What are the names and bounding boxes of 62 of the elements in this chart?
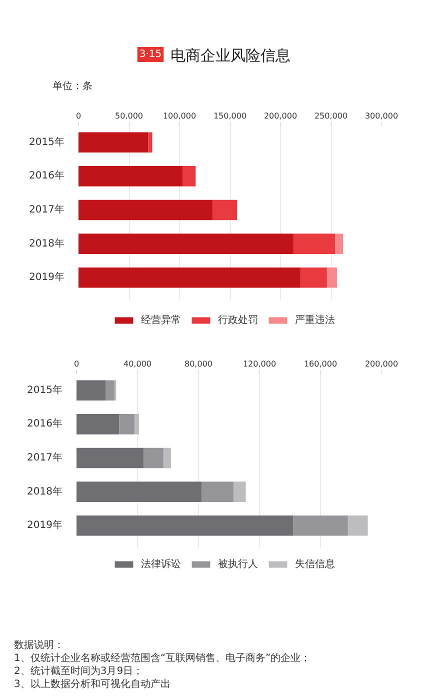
text: 1、仅统计企业名称或经营范围含“互联网销售、电子商务”的企业；: [14, 653, 311, 664]
bar: [76, 448, 144, 468]
x-tick-label: 40,000: [124, 360, 152, 368]
bar: [212, 200, 238, 220]
bar: [78, 132, 148, 153]
x-tick-label: 300,000: [364, 112, 398, 120]
bar: [134, 414, 140, 434]
bar: [326, 267, 338, 288]
x-tick-label: 160,000: [304, 360, 338, 368]
bar: [163, 448, 172, 468]
x-tick-label: 200,000: [364, 360, 398, 368]
bar: [76, 414, 120, 434]
x-tick-label: 250,000: [314, 112, 348, 120]
legend-label: 法律诉讼: [141, 558, 181, 571]
x-tick-label: 80,000: [184, 360, 213, 368]
y-tick-label: 2017年: [29, 204, 65, 216]
y-tick-label: 2019年: [27, 519, 63, 532]
x-tick-label: 50,000: [115, 112, 144, 120]
text: 数据说明：: [14, 640, 64, 651]
bar: [78, 166, 183, 186]
y-tick-label: 2016年: [27, 418, 63, 430]
x-tick-label: 0: [74, 360, 80, 368]
legend-label: 行政处罚: [218, 314, 258, 327]
bar: [119, 414, 134, 434]
legend-label: 被执行人: [218, 558, 258, 571]
bar: [294, 234, 336, 254]
bar: [76, 515, 294, 536]
bar: [182, 166, 196, 186]
bar: [78, 200, 213, 220]
text: 3、以上数据分析和可视化自动产出: [14, 679, 170, 690]
bar: [76, 380, 106, 401]
chart-title: 电商企业风险信息: [170, 46, 290, 64]
bar: [78, 267, 301, 288]
y-tick-label: 2018年: [27, 485, 63, 498]
bar: [148, 132, 152, 153]
bar: [300, 267, 327, 288]
bar: [144, 448, 164, 468]
legend-label: 失信信息: [295, 558, 335, 571]
x-tick-label: 200,000: [264, 112, 298, 120]
text: 3·15: [139, 49, 162, 60]
x-tick-label: 150,000: [213, 112, 247, 120]
legend-label: 严重违法: [295, 314, 335, 327]
y-tick-label: 2018年: [29, 237, 65, 250]
x-axis-title: 单位：条: [52, 80, 92, 92]
text: 2、统计截至时间为3月9日；: [14, 666, 144, 677]
bar: [234, 482, 246, 502]
y-tick-label: 2015年: [29, 136, 65, 148]
bar: [76, 482, 202, 502]
y-tick-label: 2015年: [27, 384, 63, 396]
x-tick-label: 0: [76, 112, 82, 120]
y-tick-label: 2016年: [29, 170, 65, 182]
legend-label: 经营异常: [141, 314, 181, 327]
x-tick-label: 120,000: [242, 360, 276, 368]
bar: [335, 234, 344, 254]
bar: [105, 380, 115, 401]
bar: [348, 515, 368, 536]
y-tick-label: 2019年: [29, 271, 65, 284]
bar: [202, 482, 234, 502]
x-tick-label: 100,000: [162, 112, 196, 120]
bar: [293, 515, 348, 536]
bar: [78, 234, 294, 254]
y-tick-label: 2017年: [27, 452, 63, 464]
